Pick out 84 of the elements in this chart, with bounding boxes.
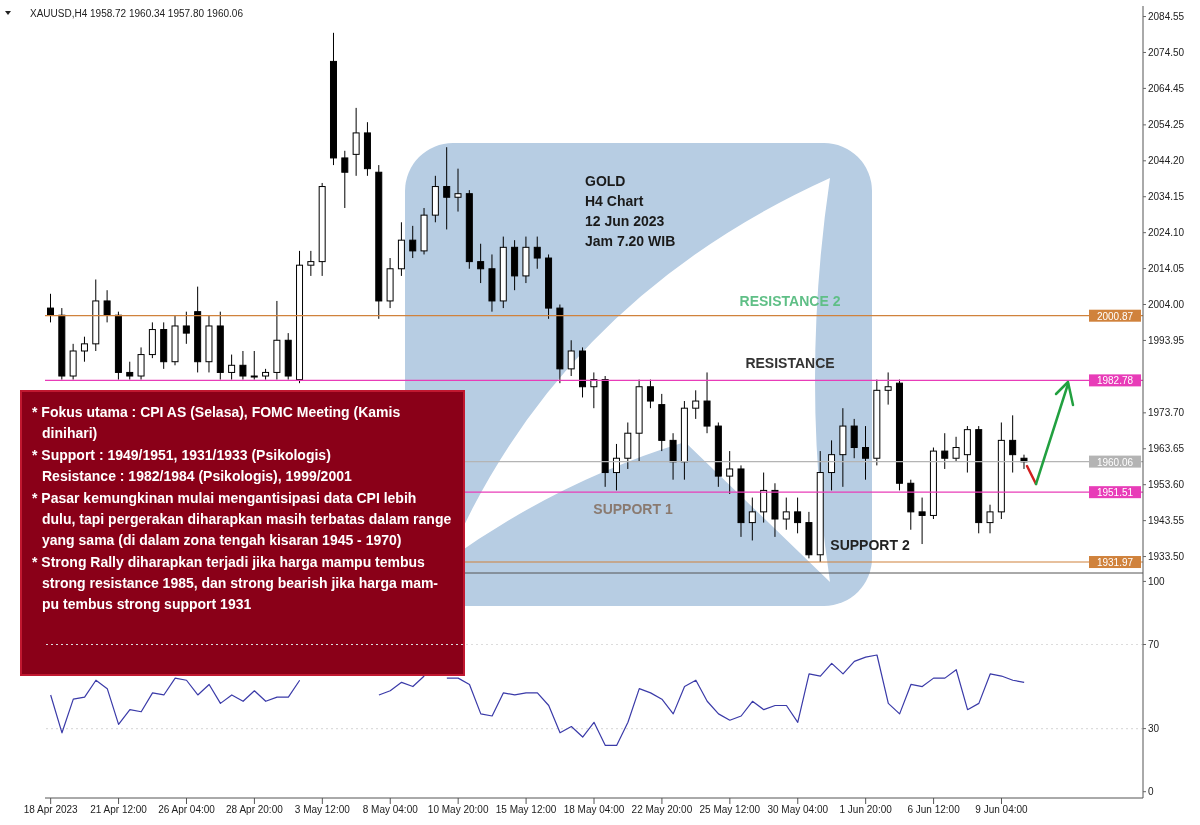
candlestick xyxy=(454,168,462,213)
annotation: * Fokus utama : CPI AS (Selasa), FOMC Meeting (Kamis dinihari) xyxy=(32,403,402,443)
text: GOLD H4 Chart 12 Jun 2023 Jam 7.20 WIB xyxy=(585,173,676,249)
y-tick-label: 2014.05 xyxy=(1148,263,1185,275)
candlestick xyxy=(228,354,236,381)
y-tick-label: 1943.55 xyxy=(1148,515,1185,527)
candlestick xyxy=(352,107,360,177)
candlestick xyxy=(952,436,960,463)
x-tick-label: 1 Jun 20:00 xyxy=(839,804,893,816)
y-tick-label: 2074.50 xyxy=(1148,47,1185,59)
x-tick-label: 26 Apr 04:00 xyxy=(158,804,216,816)
candlestick xyxy=(669,432,677,481)
candlestick xyxy=(692,389,700,420)
x-tick-label: 10 May 20:00 xyxy=(427,804,489,816)
candlestick xyxy=(137,346,145,381)
candlestick xyxy=(80,336,88,363)
candlestick xyxy=(612,443,620,491)
y-tick-label: 70 xyxy=(1148,639,1160,651)
annotation: SUPPORT 1 xyxy=(593,501,673,518)
annotation: * Strong Rally diharapkan terjadi jika harga mampu tembus strong resistance 1985, dan strong bearish jika harga mam-pu tembus strong support 1931 xyxy=(32,553,440,614)
candlestick xyxy=(794,497,802,534)
x-tick-label: 15 May 12:00 xyxy=(495,804,557,816)
annotation: RESISTANCE xyxy=(745,355,835,372)
candlestick xyxy=(646,379,654,409)
y-tick-label: 2064.45 xyxy=(1148,82,1185,94)
candlestick xyxy=(409,225,417,259)
candlestick xyxy=(941,432,949,470)
x-tick-label: 18 May 04:00 xyxy=(563,804,625,816)
x-tick-label: 22 May 20:00 xyxy=(631,804,693,816)
x-tick-label: 18 Apr 2023 xyxy=(23,804,79,816)
candlestick xyxy=(850,418,858,459)
y-tick-label: 1933.50 xyxy=(1148,551,1185,563)
x-tick-label: 21 Apr 12:00 xyxy=(90,804,148,816)
y-tick-label: 2024.10 xyxy=(1148,227,1185,239)
y-tick-label: 0 xyxy=(1148,786,1154,798)
candlestick xyxy=(918,497,926,545)
candlestick xyxy=(182,311,190,345)
x-tick-label: 3 May 12:00 xyxy=(294,804,351,816)
y-tick-label: 2004.00 xyxy=(1148,299,1185,311)
y-tick-label: 1963.65 xyxy=(1148,443,1185,455)
candlestick xyxy=(239,350,247,381)
annotation: SUPPORT 2 xyxy=(830,537,910,554)
y-tick-label: 100 xyxy=(1148,575,1166,587)
annotation: RESISTANCE 2 xyxy=(739,292,841,309)
y-tick-label: 2034.15 xyxy=(1148,191,1185,203)
y-tick-label: 30 xyxy=(1148,723,1160,735)
candlestick xyxy=(443,146,451,230)
ref-line-label: 2000.87 xyxy=(1096,310,1134,322)
annotation: * Pasar kemungkinan mulai mengantisipasi data CPI lebih dulu, tapi pergerakan diharapkan masih terbatas dalam range yang sama (di dalam zona tengah kisaran 1945 - 1970) xyxy=(32,489,453,550)
y-tick-label: 1953.60 xyxy=(1148,479,1185,491)
ref-line-label: 1982.78 xyxy=(1096,375,1134,387)
chart-title: XAUUSD,H4 1958.72 1960.34 1957.80 1960.06 xyxy=(30,8,244,19)
candlestick xyxy=(726,450,734,495)
candlestick xyxy=(341,150,349,209)
candlestick xyxy=(307,250,315,277)
candlestick xyxy=(986,504,994,534)
candlestick xyxy=(760,472,768,524)
ref-line-label: 1960.06 xyxy=(1096,456,1134,468)
ref-line-label: 1931.97 xyxy=(1096,557,1134,569)
x-tick-label: 9 Jun 04:00 xyxy=(975,804,1029,816)
candlestick xyxy=(884,371,892,406)
candlestick xyxy=(862,425,870,481)
x-tick-label: 25 May 12:00 xyxy=(699,804,761,816)
candlestick xyxy=(103,289,111,323)
candlestick xyxy=(567,339,575,377)
candlestick xyxy=(250,350,258,381)
candlestick xyxy=(782,497,790,531)
candlestick xyxy=(828,439,836,491)
y-tick-label: 2084.55 xyxy=(1148,11,1185,23)
y-tick-label: 1973.70 xyxy=(1148,407,1185,419)
y-tick-label: 2054.25 xyxy=(1148,119,1185,131)
x-tick-label: 28 Apr 20:00 xyxy=(226,804,284,816)
candlestick xyxy=(533,236,541,270)
x-tick-label: 8 May 04:00 xyxy=(362,804,419,816)
candlestick xyxy=(748,497,756,541)
y-tick-label: 1993.95 xyxy=(1148,334,1185,346)
x-tick-label: 30 May 04:00 xyxy=(767,804,829,816)
candlestick xyxy=(1009,414,1017,474)
annotation: * Support : 1949/1951, 1931/1933 (Psikologis) Resistance : 1982/1984 (Psikologis), 1999/2001 xyxy=(32,446,353,486)
candlestick xyxy=(47,293,54,323)
ref-line-label: 1951.51 xyxy=(1096,487,1134,499)
candlestick xyxy=(477,243,485,284)
x-tick-label: 6 Jun 12:00 xyxy=(907,804,961,816)
y-tick-label: 2044.20 xyxy=(1148,155,1185,167)
